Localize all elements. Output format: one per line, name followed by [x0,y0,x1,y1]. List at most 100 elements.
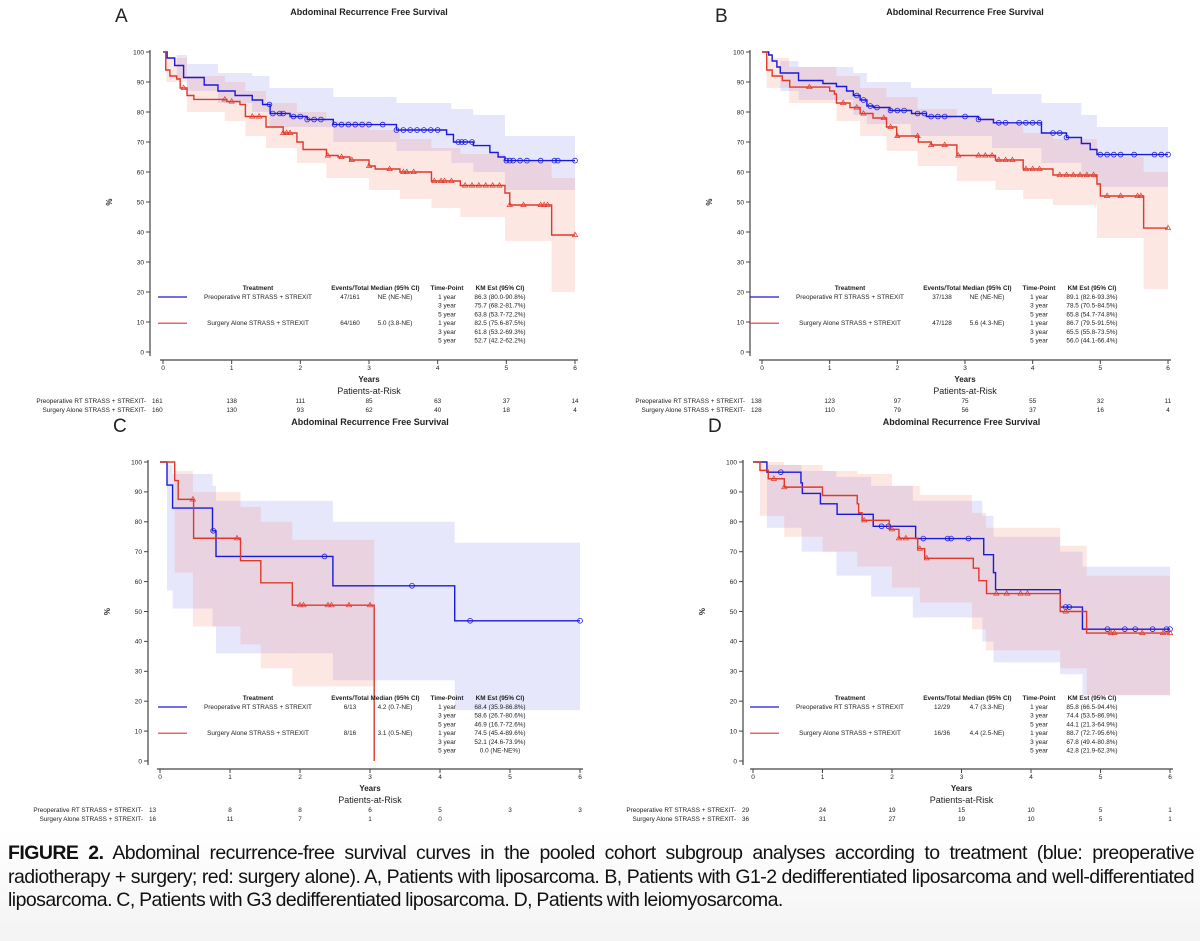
y-tick-label: 40 [737,229,745,236]
at-risk-value: 63 [434,398,442,405]
censor-mark [461,182,469,188]
censor-mark [1062,608,1069,614]
censor-mark [221,95,229,102]
at-risk-value: 16 [1097,407,1105,414]
censor-mark [510,157,517,164]
censor-mark [386,165,393,171]
legend-km-estimate: 78.5 (70.5-84.5%) [1066,303,1117,310]
at-risk-value: 130 [226,407,237,414]
legend-header: KM Est (95% CI) [476,695,525,702]
censor-mark [920,535,927,542]
y-tick-label: 50 [135,609,143,616]
censor-mark [300,601,307,608]
legend-km-estimate: 74.4 (53.5-86.9%) [1066,713,1117,720]
legend-km-estimate: 86.7 (79.5-91.5%) [1066,320,1117,327]
at-risk-value: 160 [152,407,163,414]
censor-mark [1056,171,1063,177]
censor-mark [1062,604,1069,610]
legend-events: 47/128 [932,320,952,327]
at-risk-value: 10 [1027,816,1035,823]
km-chart: D Abdominal Recurrence Free Survival01020… [626,416,1174,823]
x-axis-label: Years [359,784,381,793]
censor-mark [296,601,304,608]
censor-mark [448,177,455,183]
ci-band-red [240,506,261,645]
at-risk-value: 138 [226,398,237,405]
y-tick-label: 100 [726,459,737,466]
censor-mark [1023,120,1029,126]
legend-km-estimate: 42.8 (21.9-62.3%) [1066,748,1117,755]
censor-mark [1090,171,1097,177]
at-risk-value: 1 [1168,816,1172,823]
censor-mark [393,127,400,133]
censor-mark [279,129,287,135]
survival-curve-blue [163,51,575,162]
censor-mark [270,110,276,117]
x-tick-label: 4 [438,774,442,781]
x-tick-label: 2 [298,774,302,781]
censor-mark [901,107,907,114]
legend-km-estimate: 56.0 (44.1-66.4%) [1066,338,1117,345]
y-tick-label: 100 [733,49,744,56]
censor-mark [923,554,930,561]
y-tick-label: 0 [740,349,744,356]
censor-mark [1165,151,1171,158]
at-risk-value: 5 [438,807,442,814]
censor-mark [276,110,283,117]
censor-mark [1029,120,1036,126]
at-risk-value: 128 [751,407,762,414]
censor-mark [475,182,483,188]
y-tick-label: 70 [137,139,145,146]
censor-mark [935,113,941,120]
ci-band-red [192,491,241,627]
censor-mark [806,83,813,90]
censor-mark [266,101,273,108]
censor-mark [189,495,197,502]
at-risk-value: 8 [298,807,302,814]
figure-caption: FIGURE 2. Abdominal recurrence-free surv… [8,842,1195,913]
censor-mark [403,168,410,174]
censor-mark [941,141,948,147]
censor-mark [524,157,530,164]
at-risk-label: Preoperative RT STRASS + STREXIT- [626,807,736,814]
censor-mark [1022,165,1030,171]
at-risk-value: 32 [1097,398,1105,405]
at-risk-value: 18 [503,407,511,414]
y-tick-label: 30 [137,259,145,266]
at-risk-label: Surgery Alone STRASS + STREXIT- [39,816,143,823]
censor-mark [1104,626,1111,632]
at-risk-value: 111 [295,398,305,405]
ci-band-blue [473,115,505,172]
at-risk-title: Patients-at-Risk [933,386,997,396]
ci-band-red [266,103,297,148]
ci-band-red [369,130,400,190]
censor-mark [434,127,441,133]
ci-band-red [1086,575,1170,696]
legend-km-estimate: 85.8 (66.5-94.4%) [1066,704,1117,711]
censor-mark [1063,134,1070,141]
y-tick-label: 60 [730,579,738,586]
at-risk-value: 3 [578,807,582,814]
ci-band-red [504,160,552,241]
legend-events: 6/13 [344,704,357,711]
legend-median: 4.4 (2.5-NE) [970,730,1005,737]
legend-km-estimate: 67.8 (49.4-80.8%) [1066,739,1117,746]
censor-mark [860,516,868,523]
y-tick-label: 90 [730,489,738,496]
at-risk-value: 62 [365,407,373,414]
ci-band-red [822,470,858,552]
censor-mark [975,152,982,158]
censor-mark [1029,165,1036,171]
censor-mark [228,98,235,104]
censor-mark [1070,171,1077,177]
at-risk-title: Patients-at-Risk [337,386,401,396]
at-risk-value: 79 [894,407,902,414]
censor-mark [331,121,338,128]
censor-mark [770,475,778,481]
legend-header: Time-Point [1023,695,1057,702]
censor-mark [988,152,996,158]
censor-mark [1149,626,1156,632]
at-risk-value: 85 [365,398,373,405]
y-tick-label: 80 [730,519,738,526]
legend-events: 37/138 [932,294,952,301]
